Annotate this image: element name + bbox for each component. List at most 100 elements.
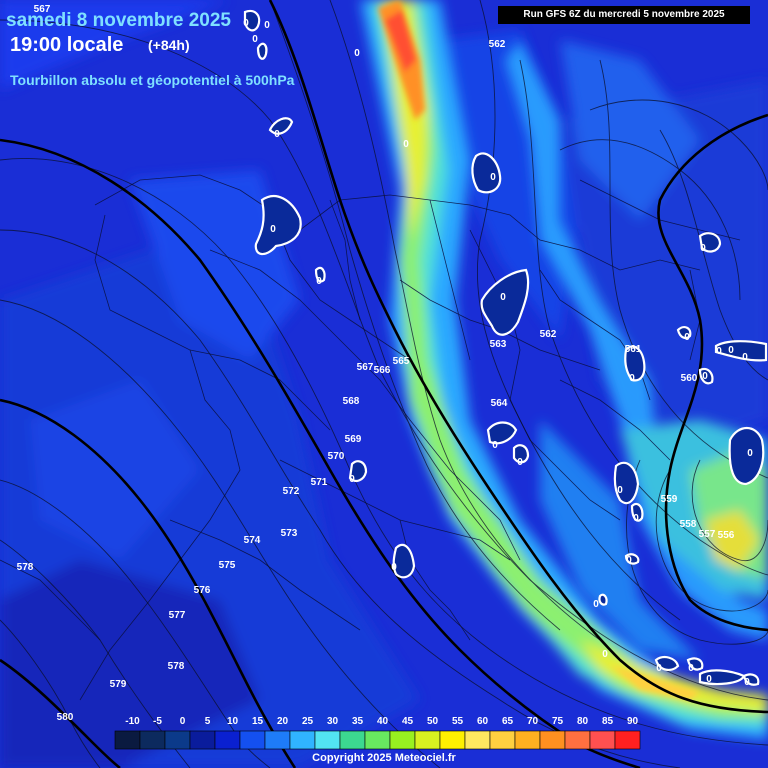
legend-swatch xyxy=(239,730,266,750)
geopotential-label: 567 xyxy=(357,362,374,373)
geopotential-label: 557 xyxy=(699,529,716,540)
geopotential-label: 580 xyxy=(57,712,74,723)
zero-contour-label: 0 xyxy=(270,224,276,235)
zero-contour-label: 0 xyxy=(728,345,734,356)
legend-swatch xyxy=(539,730,566,750)
geopotential-label: 579 xyxy=(110,679,127,690)
legend-value: 25 xyxy=(302,716,314,727)
valid-date: samedi 8 novembre 2025 xyxy=(6,10,231,31)
legend-swatch xyxy=(614,730,641,750)
legend-value: 0 xyxy=(180,716,186,727)
legend-value: 10 xyxy=(227,716,239,727)
legend-value: 65 xyxy=(502,716,514,727)
copyright: Copyright 2025 Meteociel.fr xyxy=(312,752,456,764)
geopotential-label: 562 xyxy=(489,39,506,50)
zero-contour-label: 0 xyxy=(716,346,722,357)
zero-contour-label: 0 xyxy=(626,555,632,566)
zero-contour-label: 0 xyxy=(700,243,706,254)
legend-value: 70 xyxy=(527,716,539,727)
zero-contour-label: 0 xyxy=(243,18,249,29)
legend-swatch xyxy=(139,730,166,750)
legend-value: 80 xyxy=(577,716,589,727)
lead-time: (+84h) xyxy=(148,37,190,53)
color-legend: -10 -5 0 5 10 15 20 25 30 35 40 45 50 55 60 65 70 75 80 85 9… xyxy=(114,716,641,750)
legend-swatch xyxy=(589,730,616,750)
legend-swatch xyxy=(214,730,241,750)
legend-value: -10 xyxy=(125,716,140,727)
zero-contour-label: 0 xyxy=(517,457,523,468)
geopotential-label: 559 xyxy=(661,494,678,505)
legend-swatch xyxy=(264,730,291,750)
geopotential-label: 574 xyxy=(244,535,261,546)
geopotential-label: 575 xyxy=(219,560,236,571)
legend-swatch xyxy=(114,730,141,750)
legend-value: 5 xyxy=(205,716,211,727)
geopotential-label: 564 xyxy=(491,398,508,409)
geopotential-label: 562 xyxy=(540,329,557,340)
legend-swatch xyxy=(514,730,541,750)
geopotential-label: 560 xyxy=(681,373,698,384)
geopotential-label: 565 xyxy=(393,356,410,367)
geopotential-label: 572 xyxy=(283,486,300,497)
geopotential-label: 578 xyxy=(168,661,185,672)
geopotential-label: 573 xyxy=(281,528,298,539)
geopotential-label: 577 xyxy=(169,610,186,621)
legend-swatch xyxy=(164,730,191,750)
legend-value: 30 xyxy=(327,716,339,727)
zero-contour-label: 0 xyxy=(688,663,694,674)
zero-contour-label: 0 xyxy=(744,677,750,688)
zero-contour-label: 0 xyxy=(629,373,635,384)
geopotential-label: 569 xyxy=(345,434,362,445)
geopotential-label: 578 xyxy=(17,562,34,573)
legend-swatch xyxy=(389,730,416,750)
legend-swatch xyxy=(314,730,341,750)
legend-value: 90 xyxy=(627,716,639,727)
legend-value: 60 xyxy=(477,716,489,727)
zero-contour-label: 0 xyxy=(349,474,355,485)
legend-value: 40 xyxy=(377,716,389,727)
zero-contour-label: 0 xyxy=(490,172,496,183)
zero-vorticity-contours xyxy=(243,9,768,686)
legend-value: -5 xyxy=(153,716,162,727)
geopotential-label: 568 xyxy=(343,396,360,407)
field-title: Tourbillon absolu et géopotentiel à 500h… xyxy=(10,72,295,88)
legend-swatch xyxy=(364,730,391,750)
legend-value: 15 xyxy=(252,716,264,727)
legend-swatch xyxy=(414,730,441,750)
geopotential-label: 566 xyxy=(374,365,391,376)
zero-contour-label: 0 xyxy=(354,48,360,59)
legend-swatch xyxy=(289,730,316,750)
legend-value: 75 xyxy=(552,716,564,727)
zero-contour-label: 0 xyxy=(706,674,712,685)
geopotential-label: 567 xyxy=(34,4,51,15)
zero-contour-label: 0 xyxy=(742,352,748,363)
legend-value: 85 xyxy=(602,716,614,727)
geopotential-label: 576 xyxy=(194,585,211,596)
geopotential-label: 561 xyxy=(625,344,642,355)
run-info-badge: Run GFS 6Z du mercredi 5 novembre 2025 xyxy=(498,6,750,24)
zero-contour-label: 0 xyxy=(403,139,409,150)
legend-value: 55 xyxy=(452,716,464,727)
zero-contour-label: 0 xyxy=(316,276,322,287)
legend-swatch xyxy=(439,730,466,750)
zero-contour-label: 0 xyxy=(391,562,397,573)
legend-swatch xyxy=(564,730,591,750)
legend-value: 20 xyxy=(277,716,289,727)
valid-time: 19:00 locale xyxy=(10,34,124,56)
zero-contour-label: 0 xyxy=(633,513,639,524)
legend-swatch xyxy=(489,730,516,750)
zero-contour-label: 0 xyxy=(656,663,662,674)
legend-swatch xyxy=(464,730,491,750)
legend-value: 35 xyxy=(352,716,364,727)
legend-swatch xyxy=(189,730,216,750)
zero-contour-label: 0 xyxy=(492,440,498,451)
zero-contour-label: 0 xyxy=(702,371,708,382)
geopotential-label: 556 xyxy=(718,530,735,541)
legend-value: 50 xyxy=(427,716,439,727)
